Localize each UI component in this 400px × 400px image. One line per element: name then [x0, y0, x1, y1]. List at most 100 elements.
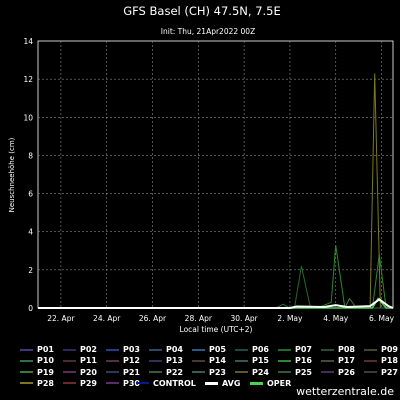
- legend-label: P10: [37, 356, 54, 366]
- watermark: wetterzentrale.de: [296, 385, 394, 398]
- legend-swatch: [136, 382, 149, 385]
- legend-item-p11: P11: [63, 355, 97, 366]
- legend-item-p08: P08: [321, 344, 355, 355]
- legend-swatch: [364, 348, 377, 351]
- legend-label: OPER: [267, 378, 292, 388]
- legend-item-p15: P15: [235, 355, 269, 366]
- legend-swatch: [321, 359, 334, 362]
- legend-label: P06: [252, 345, 269, 354]
- legend-item-p16: P16: [278, 355, 312, 366]
- legend-label: CONTROL: [153, 378, 196, 388]
- legend-item-p12: P12: [106, 355, 140, 366]
- legend-label: P23: [209, 367, 226, 377]
- y-tick-label: 14: [23, 37, 33, 46]
- legend-swatch: [321, 371, 334, 374]
- legend-swatch: [149, 348, 162, 351]
- legend-label: AVG: [222, 378, 241, 388]
- legend-swatch: [321, 348, 334, 351]
- legend-label: P25: [295, 367, 312, 377]
- legend-item-p22: P22: [149, 367, 183, 378]
- legend-swatch: [192, 371, 205, 374]
- legend-swatch: [63, 359, 76, 362]
- y-tick-label: 2: [28, 266, 33, 275]
- x-tick-label: 26. Apr: [139, 314, 167, 323]
- legend-swatch: [20, 371, 33, 374]
- legend-swatch: [192, 348, 205, 351]
- legend-item-p27: P27: [364, 367, 398, 378]
- legend-label: P09: [381, 345, 398, 354]
- legend-label: P22: [166, 367, 183, 377]
- y-tick-label: 12: [23, 75, 33, 84]
- legend-item-control: CONTROL: [136, 378, 196, 389]
- legend-swatch: [63, 382, 76, 385]
- x-tick-label: 22. Apr: [47, 314, 75, 323]
- legend-item-p02: P02: [63, 344, 97, 355]
- legend-item-p18: P18: [364, 355, 398, 366]
- legend-item-p28: P28: [20, 378, 54, 389]
- legend-item-p03: P03: [106, 344, 140, 355]
- legend-swatch: [149, 359, 162, 362]
- legend-swatch: [20, 382, 33, 385]
- x-tick-label: 30. Apr: [230, 314, 258, 323]
- legend-label: P20: [80, 367, 97, 377]
- x-tick-label: 28. Apr: [185, 314, 213, 323]
- legend-item-p23: P23: [192, 367, 226, 378]
- legend-label: P30: [123, 378, 140, 388]
- legend-label: P15: [252, 356, 269, 366]
- legend-label: P04: [166, 345, 183, 354]
- legend-swatch: [235, 359, 248, 362]
- y-tick-label: 10: [23, 113, 33, 122]
- legend-label: P18: [381, 356, 398, 366]
- plot-frame: [37, 40, 394, 309]
- legend-item-p14: P14: [192, 355, 226, 366]
- legend-item-p17: P17: [321, 355, 355, 366]
- legend-label: P16: [295, 356, 312, 366]
- legend-label: P24: [252, 367, 269, 377]
- chart-subtitle: Init: Thu, 21Apr2022 00Z: [161, 27, 255, 36]
- legend-swatch: [278, 359, 291, 362]
- legend-swatch: [235, 348, 248, 351]
- legend-item-p07: P07: [278, 344, 312, 355]
- series-line-avg: [38, 298, 394, 309]
- legend-label: P26: [338, 367, 355, 377]
- x-tick-label: 4. May: [323, 314, 349, 323]
- legend-swatch: [106, 371, 119, 374]
- legend-label: P12: [123, 356, 140, 366]
- chart: GFS Basel (CH) 47.5N, 7.5E Init: Thu, 21…: [8, 4, 395, 334]
- legend-swatch: [205, 381, 218, 385]
- y-tick-label: 8: [28, 151, 33, 160]
- legend-label: P14: [209, 356, 226, 366]
- legend-label: P17: [338, 356, 355, 366]
- legend-item-p01: P01: [20, 344, 54, 355]
- legend-swatch: [278, 371, 291, 374]
- legend-label: P02: [80, 345, 97, 354]
- legend-label: P03: [123, 345, 140, 354]
- legend-swatch: [235, 371, 248, 374]
- legend-item-p24: P24: [235, 367, 269, 378]
- legend-swatch: [364, 371, 377, 374]
- legend-item-p09: P09: [364, 344, 398, 355]
- series-line-p28: [358, 73, 393, 309]
- legend-item-p26: P26: [321, 367, 355, 378]
- legend-label: P08: [338, 345, 355, 354]
- legend-item-avg: AVG: [205, 378, 240, 389]
- legend-swatch: [63, 348, 76, 351]
- x-tick-label: 2. May: [277, 314, 303, 323]
- legend-item-p25: P25: [278, 367, 312, 378]
- legend-swatch: [149, 371, 162, 374]
- legend-swatch: [106, 359, 119, 362]
- legend-swatch: [20, 359, 33, 362]
- legend-label: P19: [37, 367, 54, 377]
- legend-item-p20: P20: [63, 367, 97, 378]
- legend-label: P05: [209, 345, 226, 354]
- legend-item-p29: P29: [63, 378, 97, 389]
- legend-item-p30: P30: [106, 378, 140, 389]
- y-tick-label: 6: [28, 190, 33, 199]
- legend-item-p05: P05: [192, 344, 226, 355]
- y-tick-label: 0: [28, 304, 33, 313]
- legend: P01 P02 P03 P04 P05 P06 P07 P08 P09 P10 P11 P12 P13 P…: [0, 344, 400, 390]
- legend-item-oper: OPER: [250, 378, 291, 389]
- legend-label: P28: [37, 378, 54, 388]
- x-tick-label: 24. Apr: [93, 314, 121, 323]
- legend-item-p06: P06: [235, 344, 269, 355]
